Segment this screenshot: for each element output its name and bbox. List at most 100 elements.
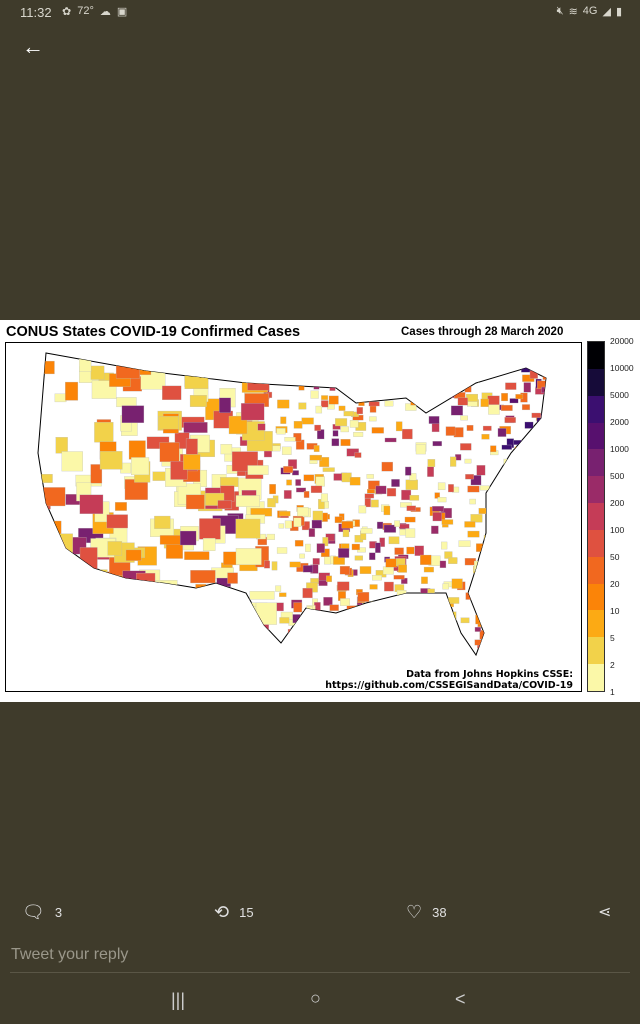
county-patch [395, 421, 403, 432]
county-patch [492, 590, 499, 596]
county-patch [409, 495, 420, 501]
county-patch [187, 651, 208, 655]
county-patch [437, 482, 446, 491]
county-patch [388, 630, 398, 635]
county-patch [441, 519, 454, 525]
county-patch [382, 566, 394, 575]
county-patch [281, 446, 292, 455]
county-patch [448, 484, 454, 493]
county-patch [329, 386, 336, 391]
county-patch [59, 567, 82, 589]
county-patch [293, 517, 302, 527]
county-patch [444, 622, 458, 630]
county-patch [344, 380, 355, 388]
county-patch [543, 515, 546, 520]
colorbar-tick-label: 2 [610, 660, 615, 670]
county-patch [303, 610, 316, 621]
county-patch [509, 398, 519, 404]
retweet-button[interactable]: ⟲ 15 [214, 902, 254, 923]
county-patch [480, 640, 488, 650]
county-patch [393, 575, 405, 580]
divider [10, 972, 630, 973]
county-patch [402, 648, 411, 655]
county-patch [474, 626, 482, 632]
county-patch [431, 525, 439, 534]
county-patch [199, 518, 221, 540]
county-patch [169, 650, 184, 655]
county-patch [383, 505, 391, 516]
county-patch [536, 500, 546, 507]
county-patch [294, 540, 304, 547]
tweet-image[interactable]: CONUS States COVID-19 Confirmed Cases Ca… [0, 320, 640, 702]
county-patch [530, 443, 541, 453]
county-patch [375, 485, 387, 495]
county-patch [421, 576, 428, 584]
county-patch [503, 572, 510, 581]
county-patch [283, 466, 294, 473]
county-patch [516, 491, 524, 501]
county-patch [184, 551, 210, 560]
county-patch [442, 625, 451, 633]
county-patch [292, 641, 300, 648]
county-patch [340, 426, 349, 433]
county-patch [245, 648, 269, 655]
nav-back-button[interactable]: < [455, 989, 466, 1009]
county-patch [315, 476, 325, 487]
county-patch [536, 453, 543, 460]
county-patch [531, 465, 539, 471]
county-patch [289, 561, 301, 568]
county-patch [272, 445, 281, 452]
colorbar-bin [588, 449, 604, 477]
county-patch [65, 381, 79, 401]
county-patch [406, 505, 416, 511]
county-patch [476, 465, 486, 476]
county-patch [220, 444, 233, 455]
county-patch [481, 546, 490, 552]
county-patch [228, 415, 248, 435]
county-patch [202, 615, 226, 631]
county-patch [339, 619, 348, 624]
share-button[interactable]: ⋖ [598, 902, 611, 922]
county-patch [542, 410, 546, 416]
county-patch [530, 580, 537, 590]
county-patch [230, 360, 250, 369]
wifi-icon: ≋ [568, 6, 578, 18]
county-patch [359, 566, 372, 574]
reply-input[interactable]: Tweet your reply [11, 946, 129, 963]
colorbar-bin [588, 422, 604, 450]
recents-button[interactable]: ||| [171, 990, 186, 1010]
county-patch [305, 358, 317, 367]
county-patch [340, 598, 350, 606]
colorbar-tick-label: 500 [610, 471, 625, 481]
county-patch [521, 612, 529, 619]
county-patch [131, 457, 150, 476]
county-patch [322, 467, 335, 472]
county-patch [381, 358, 390, 368]
county-patch [278, 523, 285, 529]
county-patch [483, 579, 496, 586]
county-patch [489, 553, 497, 563]
county-patch [381, 461, 394, 472]
county-patch [349, 371, 357, 378]
county-patch [80, 647, 102, 655]
county-patch [522, 517, 534, 526]
county-patch [498, 581, 506, 586]
county-patch [411, 602, 420, 610]
county-patch [245, 356, 265, 378]
county-patch [235, 518, 261, 539]
county-patch [428, 634, 439, 643]
home-button[interactable]: ○ [310, 988, 321, 1008]
like-button[interactable]: ♡ 38 [406, 902, 447, 923]
county-patch [432, 441, 442, 447]
county-patch [535, 566, 546, 576]
county-patch [247, 465, 269, 475]
county-patch [519, 639, 527, 650]
county-patch [516, 504, 523, 510]
like-count: 38 [432, 905, 447, 920]
county-patch [428, 416, 440, 424]
county-patch [342, 529, 350, 538]
reply-button[interactable]: 🗨︎ 3 [22, 902, 62, 923]
county-patch [313, 445, 320, 452]
back-button[interactable]: ← [22, 34, 44, 60]
county-patch [412, 608, 421, 614]
